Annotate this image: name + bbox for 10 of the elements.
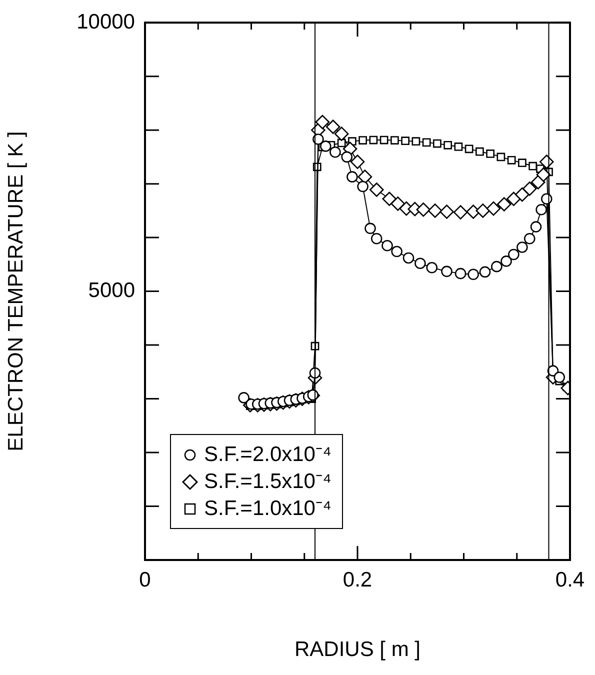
legend-label: S.F.=1.0x10⁻⁴ — [204, 496, 332, 522]
x-axis-title: RADIUS [ m ] — [294, 638, 421, 662]
x-tick-label: 0.4 — [555, 568, 585, 592]
x-tick-label: 0.2 — [342, 568, 372, 592]
y-axis-title: ELECTRON TEMPERATURE [ K ] — [4, 131, 28, 452]
legend-label: S.F.=2.0x10⁻⁴ — [204, 442, 332, 468]
y-tick-label: 10000 — [76, 10, 135, 34]
legend-label: S.F.=1.5x10⁻⁴ — [204, 469, 332, 495]
y-tick-label: 5000 — [88, 279, 135, 302]
x-tick-label: 0 — [139, 568, 151, 592]
